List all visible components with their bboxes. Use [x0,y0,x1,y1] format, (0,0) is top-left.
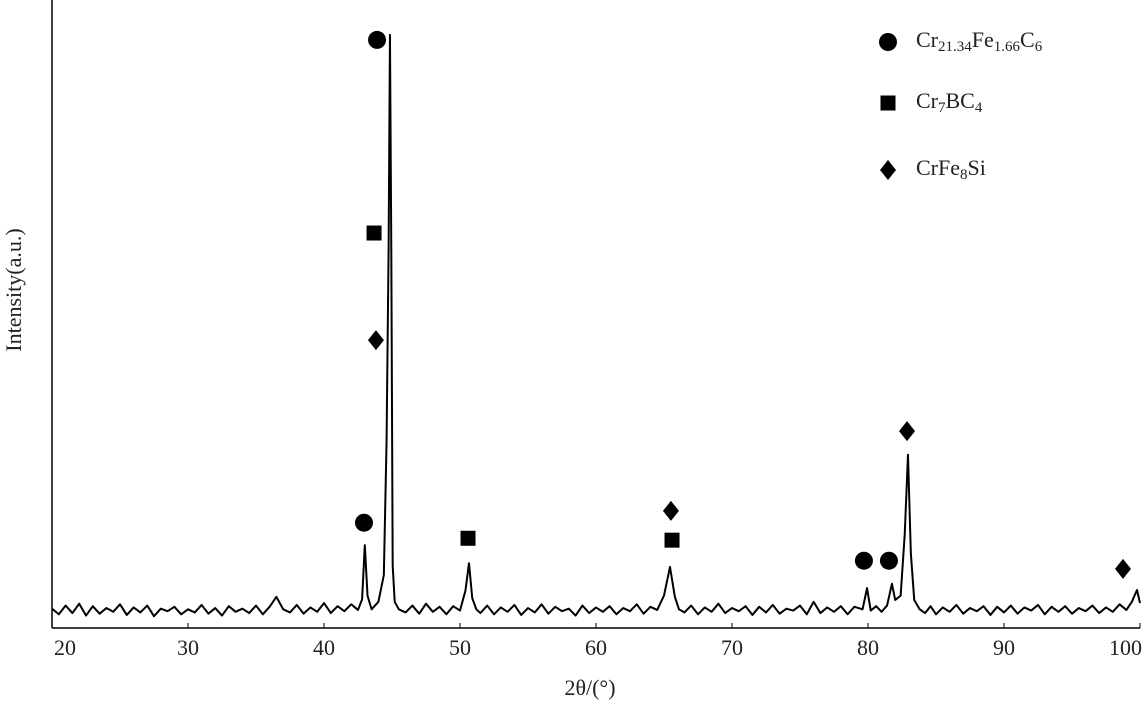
x-tick-label: 30 [177,635,199,660]
phase-marker [662,500,679,521]
phase-marker [899,421,916,442]
spectrum-line [51,33,1141,618]
phase-marker [366,225,382,241]
x-tick-label: 100 [1109,635,1142,660]
legend-symbol [880,95,896,111]
x-tick-label: 80 [857,635,879,660]
x-tick-label: 60 [585,635,607,660]
legend-label: CrFe8Si [916,155,986,183]
x-tick-label: 90 [993,635,1015,660]
phase-marker [1115,558,1131,579]
x-tick-label: 70 [721,635,743,660]
phase-marker [368,30,387,49]
phase-marker [354,513,373,532]
phase-marker [879,551,898,570]
legend-symbol [880,160,896,180]
phase-marker [367,330,384,351]
x-tick-label: 40 [313,635,335,660]
y-axis-label: Intensity(a.u.) [1,228,26,351]
legend-label: Cr7BC4 [916,88,983,116]
phase-marker [854,551,873,570]
x-tick-label: 20 [54,635,76,660]
x-axis-label: 2θ/(°) [564,675,615,700]
phase-marker [664,532,680,548]
x-tick-label: 50 [449,635,471,660]
phase-marker [460,530,476,546]
legend-label: Cr21.34Fe1.66C6 [916,27,1043,55]
legend-symbol [879,33,897,51]
